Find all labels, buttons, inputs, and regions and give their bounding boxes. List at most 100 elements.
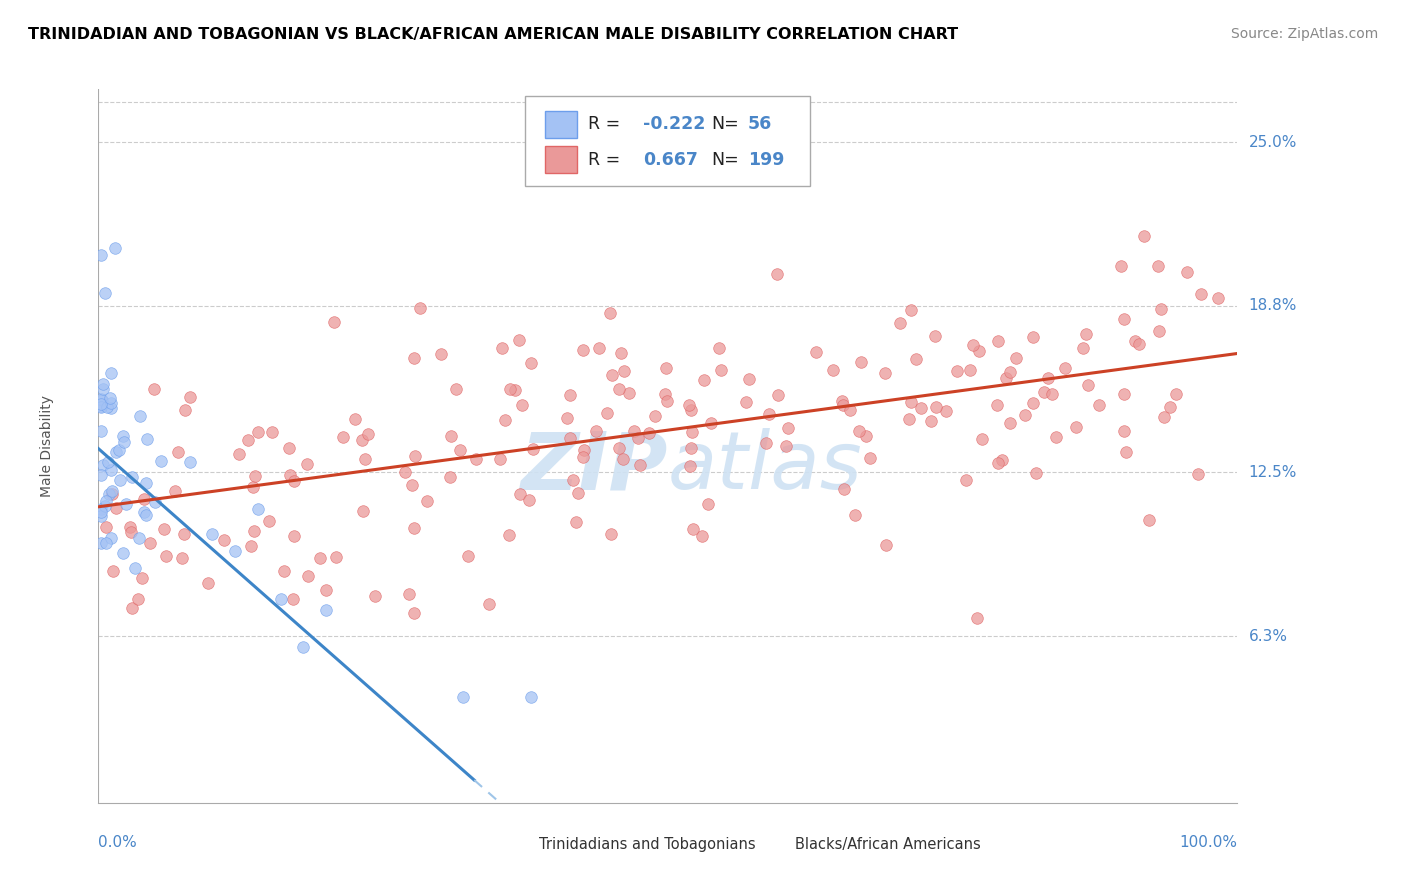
Point (292, 640, 315, 655)
Point (143, 382, 166, 396)
Point (120, 525, 142, 540)
Point (986, 398, 1008, 412)
Point (352, 434, 374, 448)
Point (832, 482, 855, 496)
Point (571, 343, 593, 357)
Text: 0.0%: 0.0% (98, 835, 138, 850)
Point (332, 430, 354, 444)
Point (100, 484, 122, 499)
Point (1000, 416, 1022, 430)
Point (128, 409, 150, 423)
FancyBboxPatch shape (526, 96, 810, 186)
Point (600, 527, 623, 541)
Point (96, 494, 118, 508)
Point (281, 592, 304, 607)
Point (90, 535, 112, 549)
Point (90, 392, 112, 406)
Point (90, 502, 112, 516)
Point (1025, 466, 1047, 480)
Point (143, 495, 166, 509)
Point (628, 458, 651, 472)
Point (228, 447, 250, 461)
Point (585, 424, 607, 438)
Point (987, 334, 1010, 348)
Point (600, 368, 623, 382)
Point (709, 341, 731, 355)
Point (1014, 408, 1036, 422)
Text: 18.8%: 18.8% (1249, 299, 1296, 313)
Point (135, 476, 157, 491)
Point (994, 371, 1017, 385)
FancyBboxPatch shape (546, 111, 576, 137)
Point (924, 328, 946, 343)
Point (1000, 365, 1022, 379)
Text: 56: 56 (748, 115, 772, 133)
Point (97, 455, 120, 469)
Point (94, 520, 117, 534)
Point (1159, 400, 1181, 414)
Point (439, 470, 461, 484)
Point (90, 392, 112, 407)
Point (572, 443, 595, 458)
Point (90, 424, 112, 438)
Text: Source: ZipAtlas.com: Source: ZipAtlas.com (1230, 27, 1378, 41)
FancyBboxPatch shape (509, 833, 533, 856)
Point (131, 571, 153, 585)
Point (1005, 351, 1028, 365)
Point (920, 414, 942, 428)
Point (104, 241, 127, 255)
Point (97, 487, 120, 501)
Point (564, 515, 586, 529)
Point (613, 364, 636, 378)
Point (402, 351, 425, 366)
Point (90, 467, 112, 482)
Point (510, 398, 533, 412)
Point (935, 404, 957, 418)
Point (173, 526, 195, 541)
Point (100, 463, 122, 477)
Point (165, 484, 187, 499)
Point (121, 470, 143, 484)
Point (758, 407, 780, 421)
Point (90, 509, 112, 524)
Point (839, 402, 862, 417)
Point (325, 549, 347, 564)
Point (257, 514, 280, 528)
Point (115, 497, 138, 511)
Point (679, 458, 702, 473)
Point (128, 531, 150, 545)
Point (451, 690, 474, 704)
Point (612, 452, 634, 467)
Point (90, 399, 112, 413)
Text: atlas: atlas (668, 428, 863, 507)
Point (174, 403, 197, 417)
Point (693, 373, 716, 387)
Point (607, 442, 630, 456)
Text: R =: R = (588, 151, 620, 169)
Point (855, 429, 877, 443)
Point (557, 411, 579, 425)
Point (364, 589, 387, 603)
Text: ZIP: ZIP (520, 428, 668, 507)
Point (446, 382, 468, 396)
Point (394, 465, 416, 479)
Text: 12.5%: 12.5% (1249, 465, 1296, 480)
Point (588, 341, 610, 355)
Point (478, 597, 501, 611)
Point (558, 431, 581, 445)
Point (775, 439, 797, 453)
Point (991, 453, 1014, 467)
Point (352, 504, 374, 518)
Point (1128, 337, 1150, 351)
Point (457, 549, 479, 563)
Point (679, 442, 702, 456)
Point (357, 426, 380, 441)
Point (150, 453, 173, 467)
Point (735, 394, 758, 409)
Point (236, 434, 259, 448)
Point (197, 575, 219, 590)
Point (738, 372, 761, 386)
Point (401, 478, 423, 492)
Point (1123, 334, 1146, 348)
Point (509, 487, 531, 501)
